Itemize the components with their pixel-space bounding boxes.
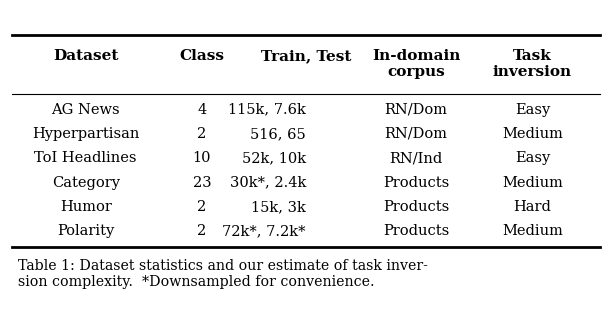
Text: Task
inversion: Task inversion [493,49,572,79]
Text: 72k*, 7.2k*: 72k*, 7.2k* [223,224,306,239]
Text: RN/Dom: RN/Dom [385,127,447,141]
Text: Medium: Medium [502,176,563,190]
Text: Table 1: Dataset statistics and our estimate of task inver-
sion complexity.  *D: Table 1: Dataset statistics and our esti… [18,259,428,289]
Text: 2: 2 [197,200,207,214]
Text: Train, Test: Train, Test [261,49,351,63]
Text: 516, 65: 516, 65 [250,127,306,141]
Text: Humor: Humor [60,200,111,214]
Text: Products: Products [383,176,449,190]
Text: Products: Products [383,224,449,239]
Text: 30k*, 2.4k: 30k*, 2.4k [230,176,306,190]
Text: Category: Category [51,176,120,190]
Text: Class: Class [179,49,225,63]
Text: 2: 2 [197,127,207,141]
Text: ToI Headlines: ToI Headlines [34,151,137,165]
Text: Medium: Medium [502,127,563,141]
Text: Hyperpartisan: Hyperpartisan [32,127,140,141]
Text: Dataset: Dataset [53,49,118,63]
Text: 2: 2 [197,224,207,239]
Text: RN/Ind: RN/Ind [389,151,443,165]
Text: 52k, 10k: 52k, 10k [242,151,306,165]
Text: 15k, 3k: 15k, 3k [251,200,306,214]
Text: Easy: Easy [515,102,550,117]
Text: In-domain
corpus: In-domain corpus [372,49,460,79]
Text: Polarity: Polarity [57,224,114,239]
Text: 23: 23 [193,176,211,190]
Text: Products: Products [383,200,449,214]
Text: Hard: Hard [513,200,551,214]
Text: RN/Dom: RN/Dom [385,102,447,117]
Text: AG News: AG News [51,102,120,117]
Text: Medium: Medium [502,224,563,239]
Text: 4: 4 [197,102,207,117]
Text: 115k, 7.6k: 115k, 7.6k [228,102,306,117]
Text: Easy: Easy [515,151,550,165]
Text: 10: 10 [193,151,211,165]
